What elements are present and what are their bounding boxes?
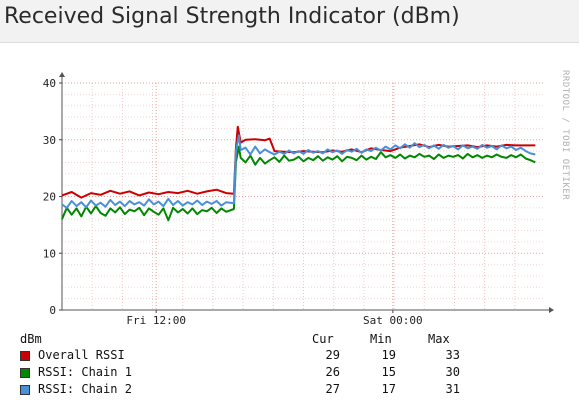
legend-min: 17 xyxy=(381,382,396,396)
legend-max: 31 xyxy=(445,382,460,396)
rrdtool-watermark: RRDTOOL / TOBI OETIKER xyxy=(560,70,570,201)
series-chain-2 xyxy=(61,134,536,209)
legend-row-overall: Overall RSSI 29 19 33 xyxy=(0,348,579,364)
y-tick-label: 10 xyxy=(43,247,56,260)
legend-unit-label: dBm xyxy=(20,332,42,346)
legend-swatch-chain2 xyxy=(20,385,30,395)
legend-cur: 29 xyxy=(325,348,340,362)
legend-cur: 26 xyxy=(325,365,340,379)
y-axis-arrow xyxy=(59,72,65,77)
legend-name: RSSI: Chain 1 xyxy=(38,365,132,379)
legend-max: 33 xyxy=(445,348,460,362)
legend-cur: 27 xyxy=(325,382,340,396)
legend-col-min: Min xyxy=(370,332,392,346)
y-tick-label: 40 xyxy=(43,77,56,90)
legend-col-cur: Cur xyxy=(312,332,334,346)
x-tick-label: Sat 00:00 xyxy=(363,314,423,327)
legend-swatch-overall xyxy=(20,351,30,361)
series-chain-1 xyxy=(61,145,536,222)
legend-min: 19 xyxy=(381,348,396,362)
legend-row-chain2: RSSI: Chain 2 27 17 31 xyxy=(0,382,579,398)
y-tick-label: 30 xyxy=(43,134,56,147)
legend-row-chain1: RSSI: Chain 1 26 15 30 xyxy=(0,365,579,381)
y-tick-label: 0 xyxy=(49,304,56,317)
legend-name: RSSI: Chain 2 xyxy=(38,382,132,396)
legend-min: 15 xyxy=(381,365,396,379)
legend-header-row: dBm Cur Min Max xyxy=(0,332,579,348)
legend-max: 30 xyxy=(445,365,460,379)
legend-name: Overall RSSI xyxy=(38,348,125,362)
page-title: Received Signal Strength Indicator (dBm) xyxy=(4,4,460,29)
legend-swatch-chain1 xyxy=(20,368,30,378)
rssi-chart: 0 10 20 30 40 Fri 12:00 Sat 00:00 xyxy=(43,72,554,327)
y-tick-label: 20 xyxy=(43,191,56,204)
x-axis-arrow xyxy=(549,307,554,313)
x-tick-label: Fri 12:00 xyxy=(126,314,186,327)
legend-col-max: Max xyxy=(428,332,450,346)
page-header: Received Signal Strength Indicator (dBm) xyxy=(0,0,579,43)
